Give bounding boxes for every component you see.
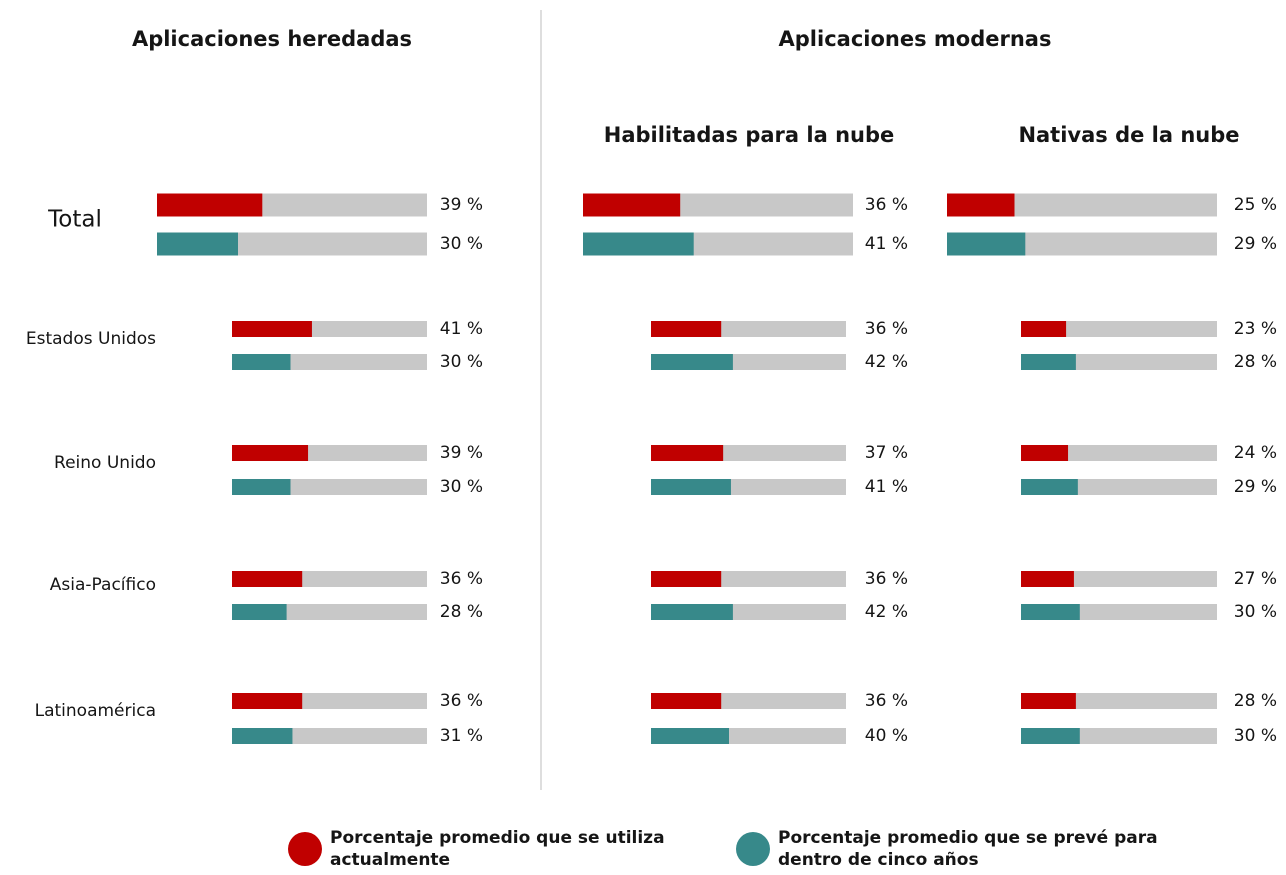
bar <box>232 354 291 370</box>
value-label: 30 % <box>440 477 483 497</box>
bar <box>651 604 733 620</box>
value-label: 28 % <box>1234 352 1277 372</box>
panel-title: Habilitadas para la nube <box>604 123 895 147</box>
bar <box>157 193 263 217</box>
value-label: 41 % <box>865 234 908 254</box>
panel-title: Aplicaciones heredadas <box>132 27 412 51</box>
bar <box>583 193 681 217</box>
bar <box>947 232 1026 256</box>
category-label: Latinoamérica <box>35 701 156 721</box>
value-label: 25 % <box>1234 195 1277 215</box>
value-label: 36 % <box>865 319 908 339</box>
bar <box>651 354 733 370</box>
bar <box>1021 693 1076 709</box>
value-label: 28 % <box>440 602 483 622</box>
bar <box>232 571 303 587</box>
value-label: 30 % <box>440 234 483 254</box>
category-label: Asia-Pacífico <box>50 575 156 595</box>
legend-label: Porcentaje promedio que se prevé para de… <box>778 828 1158 870</box>
value-label: 31 % <box>440 726 483 746</box>
group-title: Aplicaciones modernas <box>779 27 1052 51</box>
bar <box>583 232 694 256</box>
bar-track <box>1021 321 1217 337</box>
bar <box>651 571 722 587</box>
value-label: 27 % <box>1234 569 1277 589</box>
bar <box>1021 479 1078 495</box>
bar <box>1021 571 1074 587</box>
bar <box>651 321 722 337</box>
bar <box>232 728 293 744</box>
bar <box>651 693 722 709</box>
bar <box>232 479 291 495</box>
bar <box>651 479 731 495</box>
panel-title: Nativas de la nube <box>1018 123 1239 147</box>
bar <box>947 193 1015 217</box>
value-label: 29 % <box>1234 477 1277 497</box>
value-label: 36 % <box>865 569 908 589</box>
bar <box>651 445 724 461</box>
bar <box>232 693 303 709</box>
legend-swatch <box>736 832 770 866</box>
bar <box>1021 728 1080 744</box>
value-label: 36 % <box>865 195 908 215</box>
value-label: 36 % <box>865 691 908 711</box>
bar <box>1021 445 1069 461</box>
value-label: 42 % <box>865 352 908 372</box>
value-label: 37 % <box>865 443 908 463</box>
value-label: 28 % <box>1234 691 1277 711</box>
value-label: 29 % <box>1234 234 1277 254</box>
bar <box>651 728 729 744</box>
bar <box>232 321 312 337</box>
value-label: 30 % <box>1234 726 1277 746</box>
value-label: 39 % <box>440 443 483 463</box>
bar <box>1021 321 1067 337</box>
value-label: 36 % <box>440 569 483 589</box>
bar-track <box>1021 445 1217 461</box>
bar <box>232 445 309 461</box>
value-label: 42 % <box>865 602 908 622</box>
value-label: 36 % <box>440 691 483 711</box>
value-label: 24 % <box>1234 443 1277 463</box>
legend-swatch <box>288 832 322 866</box>
bar <box>1021 604 1080 620</box>
bar <box>157 232 238 256</box>
bar <box>1021 354 1076 370</box>
value-label: 30 % <box>1234 602 1277 622</box>
category-label: Total <box>47 207 102 233</box>
category-label: Reino Unido <box>54 453 156 473</box>
value-label: 41 % <box>440 319 483 339</box>
value-label: 40 % <box>865 726 908 746</box>
value-label: 39 % <box>440 195 483 215</box>
value-label: 23 % <box>1234 319 1277 339</box>
legend-label: Porcentaje promedio que se utiliza actua… <box>330 828 665 870</box>
bar <box>232 604 287 620</box>
value-label: 41 % <box>865 477 908 497</box>
value-label: 30 % <box>440 352 483 372</box>
category-label: Estados Unidos <box>26 329 156 349</box>
